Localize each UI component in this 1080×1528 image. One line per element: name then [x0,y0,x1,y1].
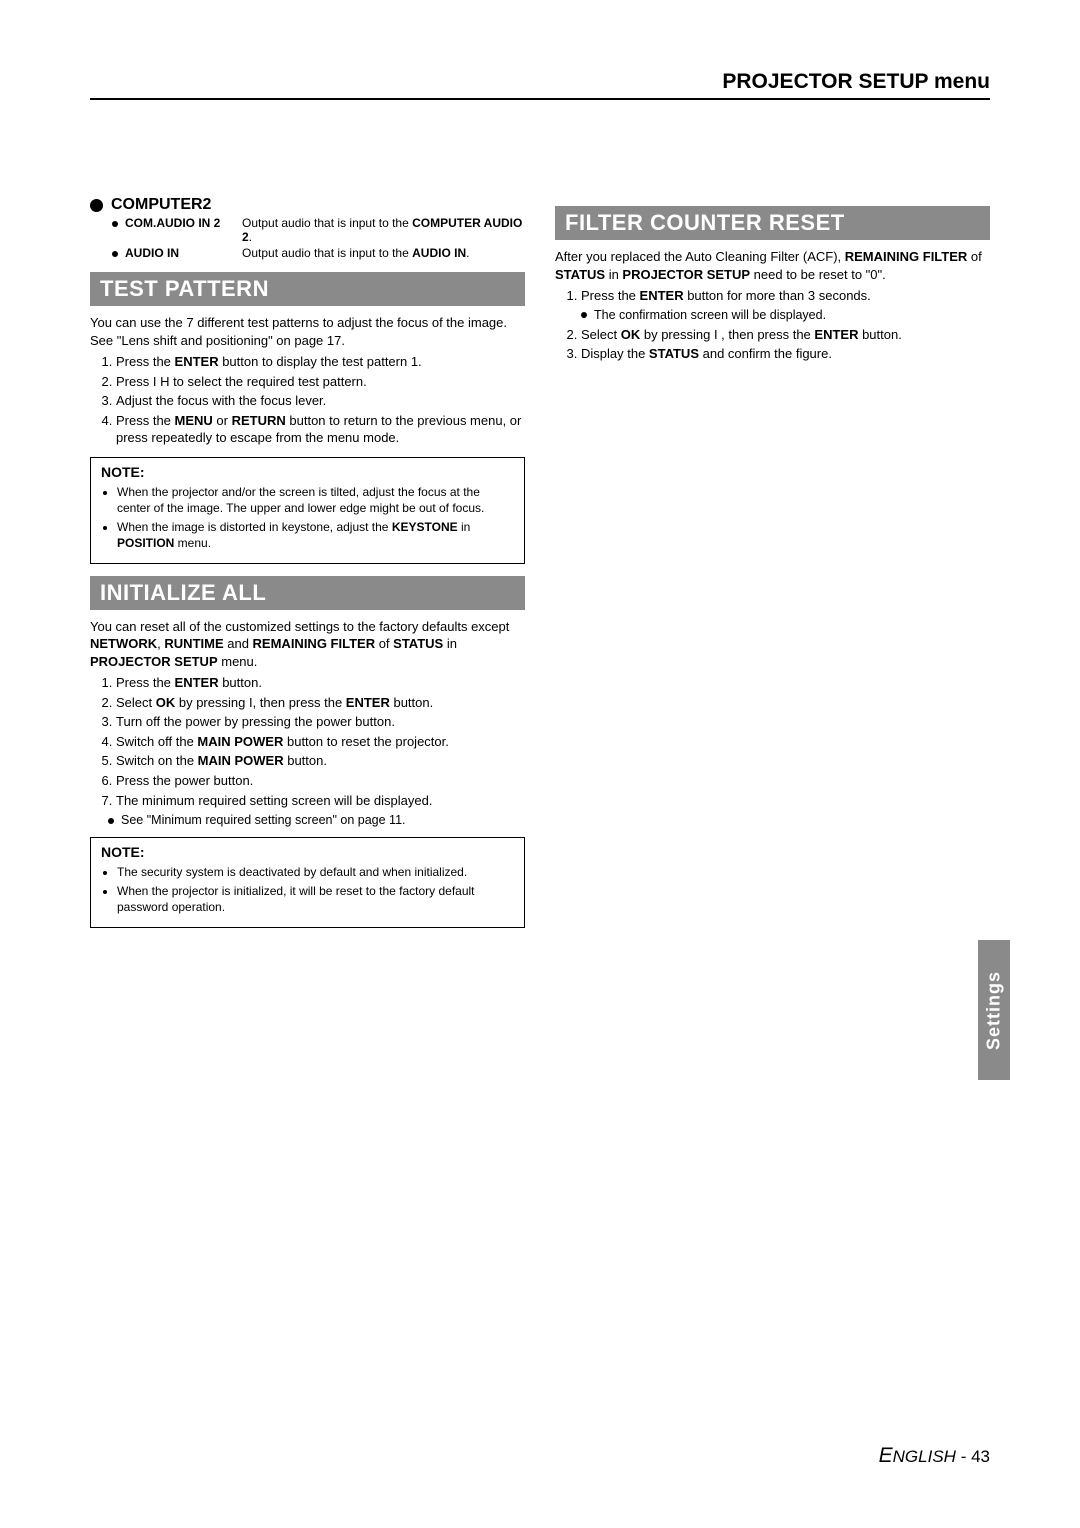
right-column: FILTER COUNTER RESET After you replaced … [555,194,990,938]
step-item: Press the ENTER button to display the te… [116,353,525,371]
left-column: COMPUTER2 COM.AUDIO IN 2 Output audio th… [90,194,525,938]
step-item: Press the power button. [116,772,525,790]
test-pattern-bar: TEST PATTERN [90,272,525,306]
filter-counter-reset-steps: Press the ENTER button for more than 3 s… [563,287,990,363]
step-item: Turn off the power by pressing the power… [116,713,525,731]
bullet-icon [112,251,118,257]
initialize-all-bar: INITIALIZE ALL [90,576,525,610]
filter-counter-reset-bar: FILTER COUNTER RESET [555,206,990,240]
step-item: Switch on the MAIN POWER button. [116,752,525,770]
note-list: When the projector and/or the screen is … [101,484,514,552]
row-label: AUDIO IN [125,246,235,260]
step-item: Press the MENU or RETURN button to retur… [116,412,525,447]
footer-page: 43 [971,1447,990,1466]
step-item: Press I H to select the required test pa… [116,373,525,391]
step-item: Select OK by pressing I, then press the … [116,694,525,712]
note-item: The security system is deactivated by de… [117,864,514,880]
note-item: When the projector is initialized, it wi… [117,883,514,915]
bullet-icon [90,199,103,212]
filter-subnote: The confirmation screen will be displaye… [581,307,990,324]
note-title: NOTE: [101,844,514,860]
bullet-icon [108,818,114,824]
test-pattern-intro: You can use the 7 different test pattern… [90,314,525,349]
note-item: When the image is distorted in keystone,… [117,519,514,551]
filter-counter-reset-intro: After you replaced the Auto Cleaning Fil… [555,248,990,283]
step-item: Press the ENTER button for more than 3 s… [581,287,990,323]
initialize-all-note: NOTE: The security system is deactivated… [90,837,525,928]
note-title: NOTE: [101,464,514,480]
computer2-row-1: AUDIO IN Output audio that is input to t… [112,246,525,260]
note-item: When the projector and/or the screen is … [117,484,514,516]
computer2-heading-text: COMPUTER2 [111,196,211,214]
computer2-row-0: COM.AUDIO IN 2 Output audio that is inpu… [112,216,525,244]
row-desc: Output audio that is input to the COMPUT… [242,216,525,244]
subnote-text: The confirmation screen will be displaye… [594,307,826,324]
step-item: Display the STATUS and confirm the figur… [581,345,990,363]
row-desc: Output audio that is input to the AUDIO … [242,246,525,260]
page-header-title: PROJECTOR SETUP menu [0,0,1080,94]
page-content: COMPUTER2 COM.AUDIO IN 2 Output audio th… [0,114,1080,998]
bullet-icon [581,312,587,318]
computer2-heading: COMPUTER2 [90,196,525,214]
test-pattern-steps: Press the ENTER button to display the te… [98,353,525,447]
footer-lang: NGLISH [893,1447,956,1466]
header-rule [90,98,990,100]
initialize-all-intro: You can reset all of the customized sett… [90,618,525,671]
initialize-all-steps: Press the ENTER button. Select OK by pre… [98,674,525,809]
bullet-icon [112,221,118,227]
side-tab-settings: Settings [978,940,1010,1080]
step-item: Adjust the focus with the focus lever. [116,392,525,410]
row-label: COM.AUDIO IN 2 [125,216,235,230]
initialize-all-subnote: See "Minimum required setting screen" on… [108,813,525,827]
page-footer: ENGLISH - 43 [879,1444,990,1468]
note-list: The security system is deactivated by de… [101,864,514,916]
test-pattern-note: NOTE: When the projector and/or the scre… [90,457,525,564]
subnote-text: See "Minimum required setting screen" on… [121,813,406,827]
step-item: Select OK by pressing I , then press the… [581,326,990,344]
computer2-list: COM.AUDIO IN 2 Output audio that is inpu… [112,216,525,260]
step-item: Press the ENTER button. [116,674,525,692]
step-item: Switch off the MAIN POWER button to rese… [116,733,525,751]
step-item: The minimum required setting screen will… [116,792,525,810]
